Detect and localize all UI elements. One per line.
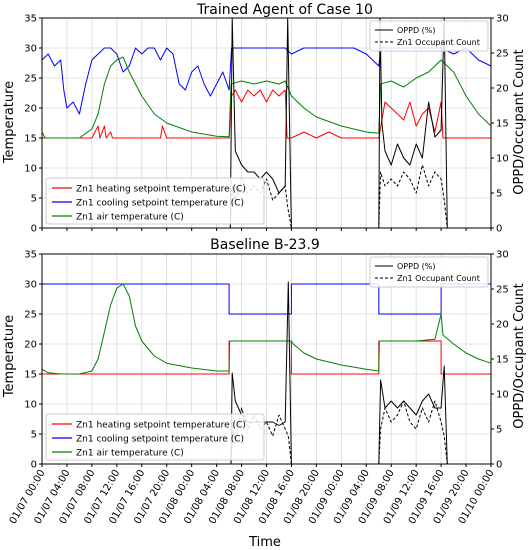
top-chart-legend-right: OPPD (%) Zn1 Occupant Count xyxy=(369,20,489,52)
legend-entry: Zn1 heating setpoint temperature (C) xyxy=(76,421,246,431)
y2-tick-label: 5 xyxy=(496,425,502,436)
y2-tick-label: 15 xyxy=(496,119,509,130)
y-tick-label: 0 xyxy=(31,460,37,471)
top-chart-ylabel: Temperature xyxy=(2,81,17,164)
top-chart-legend-left: Zn1 heating setpoint temperature (C) Zn1 … xyxy=(45,177,265,225)
bottom-chart-left-ticks: 0 5 10 15 20 25 30 35 xyxy=(24,250,42,471)
y-tick-label: 0 xyxy=(31,224,37,235)
bottom-chart-title: Baseline B-23.9 xyxy=(210,237,320,253)
y-tick-label: 5 xyxy=(31,194,37,205)
top-chart-right-ticks: 0 5 10 15 20 25 30 xyxy=(491,14,509,235)
legend-box xyxy=(369,256,489,288)
bottom-chart-ylabel: Temperature xyxy=(2,315,17,398)
y-tick-label: 15 xyxy=(24,370,37,381)
x-axis-label: Time xyxy=(248,535,281,550)
y-tick-label: 10 xyxy=(24,400,37,411)
bottom-chart-legend-right: OPPD (%) Zn1 Occupant Count xyxy=(369,256,489,288)
y-tick-label: 25 xyxy=(24,74,37,85)
y2-tick-label: 0 xyxy=(496,224,502,235)
y-tick-label: 10 xyxy=(24,164,37,175)
y-tick-label: 20 xyxy=(24,104,37,115)
bottom-chart-right-ticks: 0 5 10 15 20 25 30 xyxy=(491,250,509,471)
series-line-oppd xyxy=(42,17,491,229)
top-chart-title: Trained Agent of Case 10 xyxy=(196,2,373,18)
y-tick-label: 35 xyxy=(24,14,37,25)
y-tick-label: 15 xyxy=(24,134,37,145)
top-chart-left-ticks: 0 5 10 15 20 25 30 35 xyxy=(24,14,492,235)
y2-tick-label: 25 xyxy=(496,49,509,60)
y2-tick-label: 20 xyxy=(496,320,509,331)
legend-entry: Zn1 cooling setpoint temperature (C) xyxy=(76,435,244,445)
top-chart-panel: Trained Agent of Case 10 05101520253035 … xyxy=(2,2,527,235)
y-tick-label: 20 xyxy=(24,340,37,351)
y2-tick-label: 5 xyxy=(496,189,502,200)
y2-tick-label: 10 xyxy=(496,390,509,401)
legend-box xyxy=(369,20,489,52)
y-tick-label: 5 xyxy=(31,430,37,441)
legend-entry: Zn1 Occupant Count xyxy=(397,274,480,283)
y-tick-label: 30 xyxy=(24,280,37,291)
legend-entry: Zn1 air temperature (C) xyxy=(76,213,184,223)
y2-tick-label: 0 xyxy=(496,460,502,471)
legend-entry: Zn1 air temperature (C) xyxy=(76,449,184,459)
top-chart-y2label: OPPD/Occupant Count xyxy=(512,49,527,194)
legend-box xyxy=(45,177,265,225)
series-line-zn1-air-temperature-c xyxy=(41,283,492,375)
legend-entry: OPPD (%) xyxy=(397,262,436,271)
y2-tick-label: 30 xyxy=(496,14,509,25)
bottom-chart-y2label: OPPD/Occupant Count xyxy=(512,283,527,428)
legend-entry: Zn1 heating setpoint temperature (C) xyxy=(76,185,246,195)
y2-tick-label: 20 xyxy=(496,84,509,95)
series-line-zn1-air-temperature-c xyxy=(41,56,492,139)
y2-tick-label: 10 xyxy=(496,154,509,165)
legend-entry: Zn1 cooling setpoint temperature (C) xyxy=(76,199,244,209)
y-tick-label: 35 xyxy=(24,250,37,261)
bottom-chart-legend-left: Zn1 heating setpoint temperature (C) Zn1 … xyxy=(45,413,265,461)
series-line-zn1-heating-setpoint-temperature-c xyxy=(42,89,491,139)
bottom-chart-panel: Baseline B-23.9 0 5 10 15 20 25 30 35 0 5 10 15 20 2… xyxy=(2,237,527,526)
series-line-zn1-cooling-setpoint-temperature-c xyxy=(42,283,491,315)
y2-tick-label: 30 xyxy=(496,250,509,261)
legend-box xyxy=(45,413,265,461)
y-tick-label: 30 xyxy=(24,44,37,55)
legend-entry: Zn1 Occupant Count xyxy=(397,38,480,47)
legend-entry: OPPD (%) xyxy=(397,26,436,35)
y2-tick-label: 25 xyxy=(496,285,509,296)
y-tick-label: 25 xyxy=(24,310,37,321)
y2-tick-label: 15 xyxy=(496,355,509,366)
